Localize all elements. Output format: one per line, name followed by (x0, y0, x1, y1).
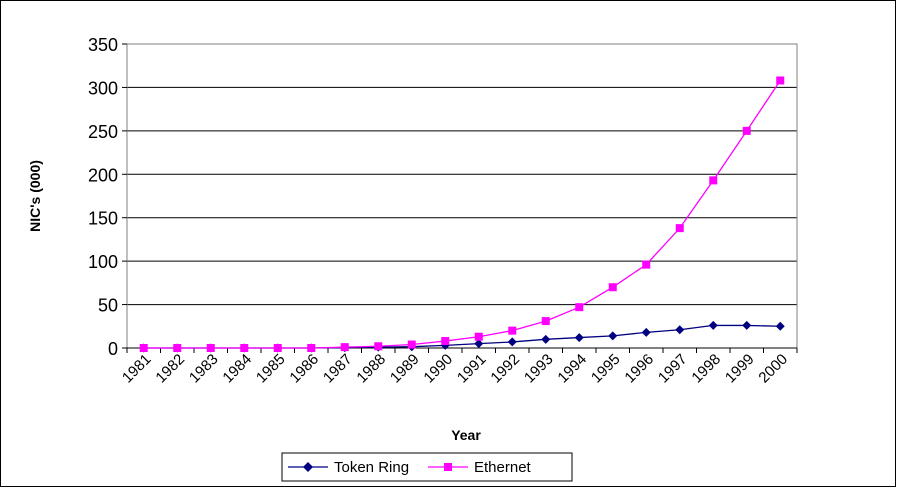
data-point (709, 176, 718, 185)
data-point (541, 334, 551, 344)
data-point (541, 317, 550, 326)
legend: Token Ring Ethernet (281, 452, 573, 482)
legend-marker-token-ring (303, 462, 313, 472)
data-point (776, 76, 785, 85)
data-point (708, 320, 718, 330)
y-axis-ticks: 0 50 100 150 200 250 300 350 (88, 35, 127, 359)
data-point (307, 344, 316, 352)
data-point (139, 344, 148, 352)
data-point (474, 339, 484, 349)
data-point (675, 224, 684, 233)
data-point (574, 333, 584, 343)
data-point (675, 325, 685, 335)
data-point (374, 342, 383, 351)
y-tick-label: 350 (88, 35, 118, 55)
data-point (508, 326, 517, 335)
data-point (273, 344, 282, 352)
legend-label-token-ring: Token Ring (334, 459, 409, 476)
data-point (407, 340, 416, 349)
series-line-ethernet (143, 80, 781, 349)
y-tick-label: 100 (88, 252, 118, 272)
data-point (641, 327, 651, 337)
y-tick-label: 0 (108, 339, 118, 359)
data-point (608, 283, 617, 292)
legend-box (281, 452, 573, 482)
data-point (742, 320, 752, 330)
data-point (441, 337, 450, 346)
x-axis-label: Year (451, 427, 481, 443)
legend-label-ethernet: Ethernet (474, 459, 532, 476)
data-point (507, 337, 517, 347)
data-point (775, 321, 785, 331)
data-point (742, 126, 751, 135)
y-tick-label: 50 (98, 296, 118, 316)
y-axis-label: NIC's (000) (27, 160, 43, 232)
data-point (474, 332, 483, 341)
data-point (575, 303, 584, 312)
data-point (608, 331, 618, 341)
data-point (340, 343, 349, 352)
y-tick-label: 150 (88, 209, 118, 229)
data-point (173, 344, 182, 352)
data-point (206, 344, 215, 352)
data-point (240, 344, 249, 352)
legend-marker-ethernet (444, 463, 452, 471)
y-tick-label: 200 (88, 165, 118, 185)
series-layer (139, 76, 785, 353)
data-point (642, 260, 651, 269)
y-tick-label: 250 (88, 122, 118, 142)
y-tick-label: 300 (88, 78, 118, 98)
